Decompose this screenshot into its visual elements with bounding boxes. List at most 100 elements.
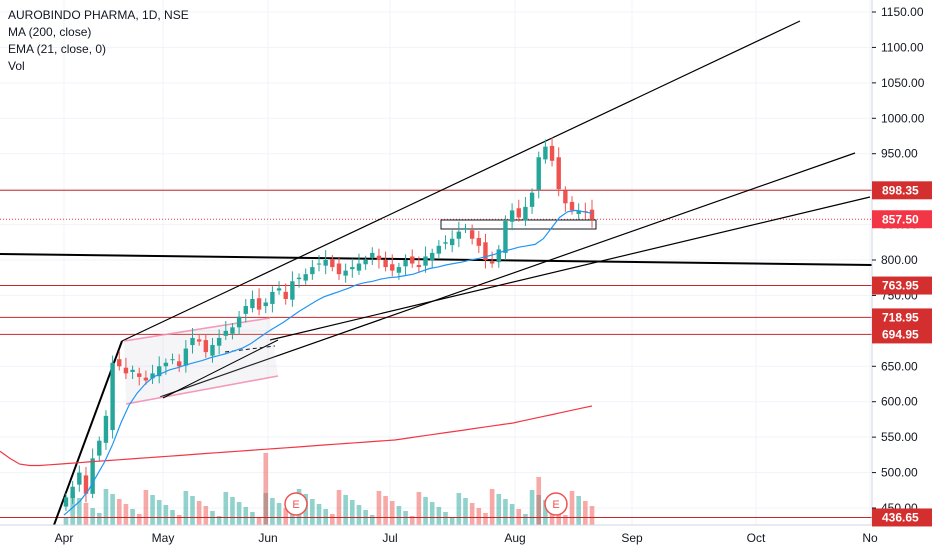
candle-body [123,367,129,374]
candle-body [569,201,575,211]
volume-bar [576,496,581,525]
candle-body [270,291,275,304]
horizontal-resistance-line [0,253,873,266]
current-price-label: 857.50 [882,212,919,226]
volume-bar [90,508,95,525]
volume-bar [443,512,448,525]
legend-vol[interactable]: Vol [8,59,25,73]
volume-bar [156,500,162,525]
candle-body [130,369,135,372]
price-level-label: 763.95 [882,279,919,293]
volume-bar [543,500,548,525]
candle-body [90,458,95,494]
volume-bar-spike [263,453,269,525]
candle-body [263,302,268,307]
candle-body [376,255,382,260]
volume-bar [310,499,315,525]
time-tick-label: May [152,531,175,545]
ema21-line [63,209,593,516]
time-axis[interactable]: Apr May Jun Jul Aug Sep Oct No [0,524,878,545]
volume-bar [449,517,455,525]
channel-lower-line [269,196,871,341]
candle-body [276,288,282,291]
volume-bar [523,514,528,525]
candle-body [589,209,595,220]
volume-bar [389,501,395,525]
time-tick-label: Sep [621,531,643,545]
candle-body [436,245,442,254]
volume-bar [116,499,122,525]
candle-body [137,373,142,377]
volume-bar [283,508,289,525]
volume-bar [183,491,189,525]
candle-body [310,267,315,275]
candle-body [163,362,169,367]
price-tick-label: 550.00 [881,430,918,444]
volume-bar [483,513,488,525]
candle-body [343,270,348,276]
volume-bar [456,493,462,525]
candle-body [516,208,521,218]
price-level-label-bg [872,308,932,327]
candle-body [77,472,82,485]
price-level-label: 436.65 [882,510,919,524]
candle-body [503,221,508,253]
volume-bar [396,506,402,525]
volume-bar [429,502,435,525]
candle-body [476,238,482,246]
candle-body [296,277,302,280]
candle-body [483,242,488,260]
volume-bar [563,515,568,525]
channel-upper-line [121,20,801,342]
candle-body [350,267,355,270]
volume-bar [403,511,408,525]
candle-body [183,348,189,366]
volume-bar [256,517,262,525]
volume-bar-spike [536,477,542,525]
time-tick-label: Jul [382,531,397,545]
candle-body [410,256,415,264]
candle-body [236,316,242,328]
price-tick-label: 1000.00 [881,111,925,125]
price-axis[interactable]: 1150.001100.001050.001000.00950.00900.00… [871,0,932,550]
candle-body [463,228,468,230]
legend-symbol[interactable]: AUROBINDO PHARMA, 1D, NSE [8,8,189,22]
volume-bar [270,498,275,525]
volume-bar [316,504,322,525]
candle-body [469,230,475,239]
candle-body [543,146,548,160]
price-tick-label: 1100.00 [881,40,924,54]
candle-body [230,327,235,334]
candle-body [103,415,109,443]
price-level-label-bg [872,276,932,295]
volume-bar [96,513,102,525]
channel-mid-line [159,152,856,398]
price-level-label: 718.95 [882,310,919,324]
volume-bar [336,490,342,525]
volume-bar [423,497,428,525]
candle-body [70,486,75,499]
candle-body [150,373,155,379]
candle-body [390,264,395,271]
candle-body [323,260,328,266]
candle-body [383,260,388,268]
candle-body [97,440,102,456]
candle-body [529,192,535,207]
price-tick-label: 800.00 [881,253,918,267]
candle-body [157,366,162,377]
legend-ema[interactable]: EMA (21, close, 0) [8,42,107,56]
candle-body [303,274,308,281]
candle-body [117,359,122,367]
candle-body [210,345,215,356]
volume-bar [236,502,242,525]
volume-bar [356,505,362,525]
legend-ma[interactable]: MA (200, close) [8,25,92,39]
volume-bar [150,495,155,525]
volume-bar [276,503,282,525]
candle-body [563,190,568,204]
time-tick-label: Oct [747,531,766,545]
price-axis-bg [872,0,932,550]
price-level-labels: 898.35 763.95 718.95 694.95 436.65 857.50 [872,181,932,527]
